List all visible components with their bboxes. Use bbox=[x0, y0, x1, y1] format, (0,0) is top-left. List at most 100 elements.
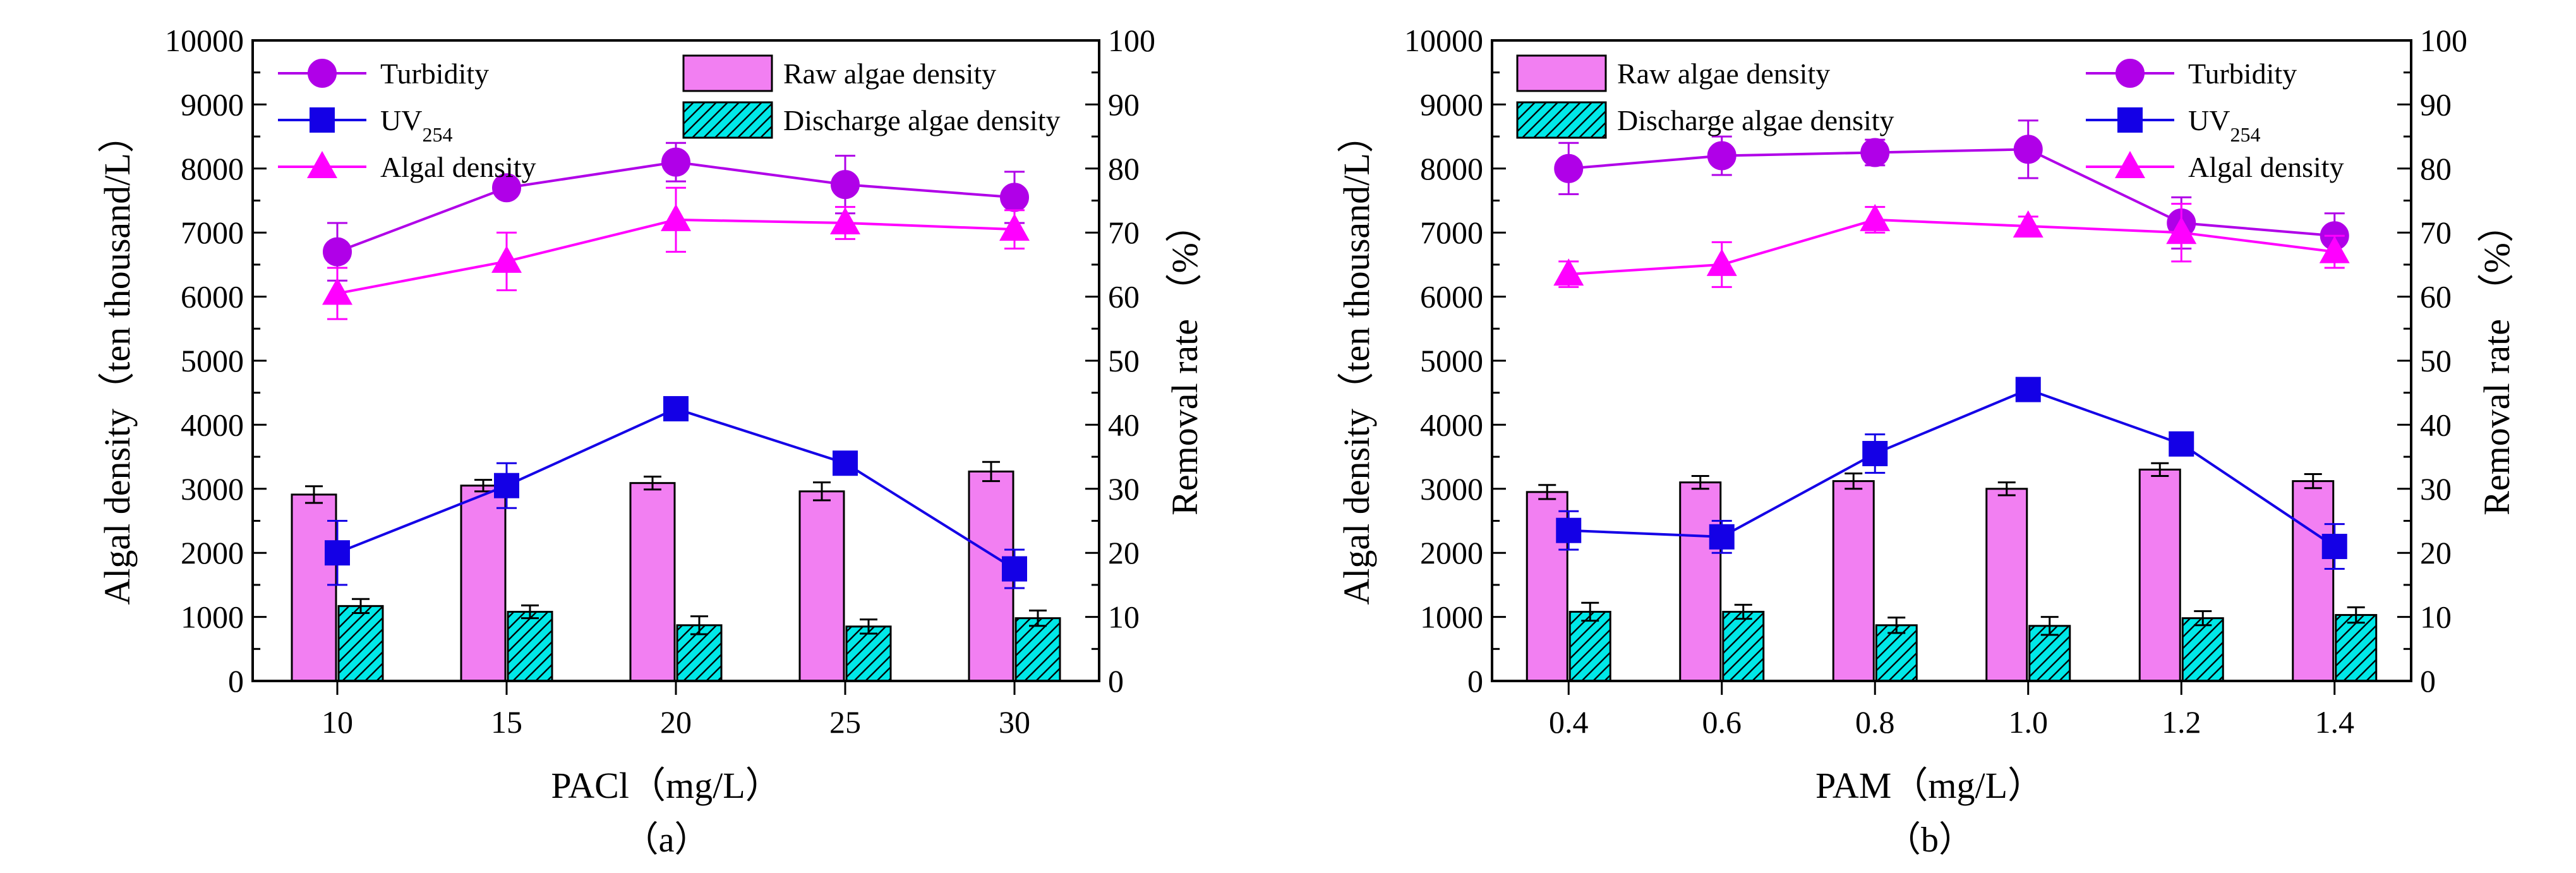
left-axis-title: Algal density（ten thousand/L） bbox=[97, 116, 138, 605]
left-tick-label: 0 bbox=[228, 663, 244, 699]
uv254-point bbox=[1709, 524, 1735, 550]
turbidity-point bbox=[492, 173, 521, 203]
left-tick-label: 9000 bbox=[181, 87, 244, 122]
turbidity-legend-label: Turbidity bbox=[380, 57, 489, 90]
raw-algae-bar bbox=[1832, 480, 1875, 682]
uv254-point bbox=[1556, 517, 1582, 543]
discharge-algae-bar bbox=[507, 610, 553, 682]
turbidity-point bbox=[831, 170, 860, 200]
algal-density-point bbox=[2166, 217, 2197, 244]
right-tick-label: 100 bbox=[2420, 23, 2467, 58]
algal-density-legend-marker bbox=[2115, 151, 2145, 178]
left-tick-label: 10000 bbox=[165, 23, 244, 58]
right-tick-label: 20 bbox=[1108, 535, 1140, 570]
algal-density-point bbox=[2013, 210, 2043, 238]
left-tick-label: 0 bbox=[1467, 663, 1483, 699]
uv254-point bbox=[494, 473, 519, 498]
algal-density-point bbox=[322, 277, 352, 305]
x-tick-label: 20 bbox=[660, 704, 692, 740]
turbidity-point bbox=[2013, 135, 2043, 164]
algal-density-point bbox=[999, 214, 1030, 241]
raw-algae-bar bbox=[2138, 468, 2181, 682]
uv254-line bbox=[337, 407, 1016, 570]
uv254-line bbox=[1568, 388, 2335, 548]
discharge-algae-bar bbox=[2181, 617, 2224, 682]
chart-panel-b: 0100020003000400050006000700080009000100… bbox=[1336, 23, 2517, 860]
right-tick-label: 10 bbox=[2420, 599, 2452, 635]
left-tick-label: 3000 bbox=[181, 471, 244, 507]
algal-density-point bbox=[661, 203, 691, 231]
left-tick-label: 5000 bbox=[181, 343, 244, 378]
right-tick-label: 50 bbox=[2420, 343, 2452, 378]
right-tick-label: 30 bbox=[1108, 471, 1140, 507]
raw-algae-legend-swatch bbox=[1516, 54, 1607, 92]
uv254-point bbox=[2321, 534, 2347, 560]
right-tick-label: 90 bbox=[1108, 87, 1140, 122]
discharge-algae-bar bbox=[845, 625, 892, 682]
right-tick-label: 40 bbox=[2420, 407, 2452, 442]
discharge-algae-legend-swatch bbox=[1516, 101, 1607, 139]
left-tick-label: 8000 bbox=[181, 151, 244, 186]
uv254-point bbox=[325, 540, 350, 566]
algal-density-point bbox=[1706, 248, 1737, 276]
raw-algae-bar bbox=[460, 485, 507, 682]
x-axis-title: PAM（mg/L） bbox=[1815, 765, 2044, 806]
raw-algae-legend-label: Raw algae density bbox=[1617, 57, 1830, 90]
uv254-point bbox=[1862, 441, 1888, 467]
left-axis-title: Algal density（ten thousand/L） bbox=[1336, 116, 1377, 605]
uv254-point bbox=[833, 450, 858, 476]
right-tick-label: 80 bbox=[1108, 151, 1140, 186]
algal-density-point bbox=[830, 207, 860, 234]
raw-algae-bar bbox=[798, 490, 845, 682]
right-axis-title: Removal rate （%） bbox=[1164, 206, 1205, 515]
uv254-legend-label: UV254 bbox=[2188, 104, 2260, 146]
turbidity-legend-marker bbox=[308, 59, 337, 88]
x-tick-label: 1.4 bbox=[2315, 704, 2355, 740]
right-tick-label: 70 bbox=[1108, 215, 1140, 250]
raw-algae-bar bbox=[1679, 481, 1722, 682]
turbidity-point bbox=[661, 147, 690, 177]
x-tick-label: 0.4 bbox=[1549, 704, 1589, 740]
left-tick-label: 2000 bbox=[181, 535, 244, 570]
left-tick-label: 10000 bbox=[1404, 23, 1483, 58]
algal-density-point bbox=[491, 245, 522, 273]
right-tick-label: 50 bbox=[1108, 343, 1140, 378]
discharge-algae-bar bbox=[1568, 610, 1611, 682]
algal-density-legend-marker bbox=[307, 151, 337, 178]
left-tick-label: 1000 bbox=[181, 599, 244, 635]
right-tick-label: 80 bbox=[2420, 151, 2452, 186]
right-tick-label: 60 bbox=[2420, 279, 2452, 315]
discharge-algae-bar bbox=[1722, 610, 1765, 682]
raw-algae-bar bbox=[1985, 488, 2028, 682]
discharge-algae-legend-label: Discharge algae density bbox=[783, 104, 1061, 136]
panel-label: （b） bbox=[1886, 821, 1974, 860]
turbidity-point bbox=[1000, 183, 1029, 212]
turbidity-point bbox=[323, 237, 352, 267]
x-tick-label: 0.8 bbox=[1855, 704, 1895, 740]
raw-algae-legend-swatch bbox=[682, 54, 773, 92]
x-tick-label: 25 bbox=[829, 704, 861, 740]
left-tick-label: 4000 bbox=[181, 407, 244, 442]
left-tick-label: 9000 bbox=[1420, 87, 1483, 122]
x-axis-title: PACl（mg/L） bbox=[551, 765, 781, 806]
turbidity-legend-label: Turbidity bbox=[2188, 57, 2297, 90]
x-tick-label: 0.6 bbox=[1702, 704, 1742, 740]
raw-algae-bar bbox=[629, 482, 676, 682]
left-tick-label: 7000 bbox=[181, 215, 244, 250]
x-tick-label: 1.2 bbox=[2162, 704, 2201, 740]
right-tick-label: 90 bbox=[2420, 87, 2452, 122]
raw-algae-bar bbox=[291, 493, 337, 682]
discharge-algae-bar bbox=[337, 605, 384, 682]
right-tick-label: 100 bbox=[1108, 23, 1155, 58]
discharge-algae-bar bbox=[1014, 617, 1061, 682]
raw-algae-bar bbox=[2292, 480, 2335, 682]
left-tick-label: 7000 bbox=[1420, 215, 1483, 250]
right-tick-label: 40 bbox=[1108, 407, 1140, 442]
algal-density-legend-label: Algal density bbox=[380, 151, 536, 183]
turbidity-point bbox=[1860, 138, 1890, 167]
right-axis-title: Removal rate （%） bbox=[2476, 206, 2517, 515]
left-tick-label: 8000 bbox=[1420, 151, 1483, 186]
right-tick-label: 60 bbox=[1108, 279, 1140, 315]
